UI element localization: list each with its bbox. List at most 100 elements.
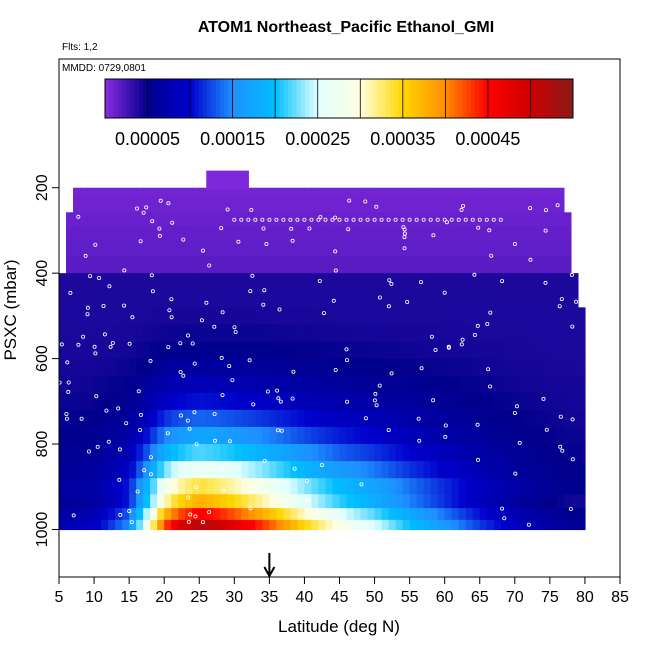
heatmap-cell <box>458 226 467 241</box>
heatmap-cell <box>199 494 207 509</box>
heatmap-cell <box>234 187 242 199</box>
heatmap-cell <box>339 324 348 343</box>
sample-point <box>333 249 338 254</box>
heatmap-cell <box>136 341 144 360</box>
colorbar-swatch <box>232 79 238 118</box>
heatmap-cell <box>269 426 277 445</box>
heatmap-cell <box>59 426 67 445</box>
colorbar-swatch <box>347 79 353 118</box>
y-axis-label: PSXC (mbar) <box>1 259 20 360</box>
heatmap-cell <box>122 324 130 343</box>
heatmap-cell <box>80 273 88 291</box>
heatmap-cell <box>514 226 523 241</box>
heatmap-cell <box>570 324 579 343</box>
sample-point <box>374 403 379 408</box>
heatmap-cell <box>325 392 334 411</box>
heatmap-cell <box>227 256 235 274</box>
heatmap-cell <box>395 426 404 445</box>
heatmap-cell <box>346 187 355 199</box>
heatmap-cell <box>549 198 558 213</box>
heatmap-cell <box>500 290 509 308</box>
heatmap-cell <box>171 494 179 509</box>
colorbar-swatch <box>445 79 451 118</box>
heatmap-cell <box>339 187 348 199</box>
x-axis-label: Latitude (deg N) <box>278 617 400 636</box>
heatmap-cell <box>416 508 425 521</box>
heatmap-cell <box>262 307 270 326</box>
sample-point <box>512 241 517 246</box>
heatmap-cell <box>409 519 418 531</box>
heatmap-cell <box>87 187 95 199</box>
heatmap-cell <box>416 392 425 411</box>
heatmap-cell <box>577 307 586 326</box>
heatmap-cell <box>339 461 348 479</box>
heatmap-cell <box>304 508 313 521</box>
heatmap-cell <box>87 478 95 495</box>
heatmap-cell <box>66 240 74 257</box>
heatmap-cell <box>332 226 341 241</box>
heatmap-cell <box>430 212 439 227</box>
heatmap-cell <box>213 307 221 326</box>
heatmap-cell <box>262 187 270 199</box>
heatmap-cell <box>521 341 530 360</box>
heatmap-cell <box>129 494 137 509</box>
sample-point <box>136 389 141 394</box>
heatmap-cell <box>220 212 228 227</box>
heatmap-cell <box>563 341 572 360</box>
heatmap-cell <box>535 508 544 521</box>
heatmap-cell <box>388 519 397 531</box>
sample-point <box>570 457 575 462</box>
sample-point <box>81 334 86 339</box>
heatmap-cell <box>143 256 151 274</box>
heatmap-cell <box>339 273 348 291</box>
heatmap-cell <box>87 341 95 360</box>
heatmap-cell <box>136 187 144 199</box>
heatmap-cell <box>94 240 102 257</box>
heatmap-cell <box>269 358 277 377</box>
heatmap-cell <box>395 290 404 308</box>
heatmap-cell <box>304 212 313 227</box>
heatmap-cell <box>353 375 362 394</box>
heatmap-cell <box>465 508 474 521</box>
heatmap-cell <box>262 256 270 274</box>
heatmap-cell <box>563 273 572 291</box>
heatmap-cell <box>101 358 109 377</box>
heatmap-cell <box>73 478 81 495</box>
heatmap-cell <box>458 198 467 213</box>
heatmap-cell <box>262 198 270 213</box>
heatmap-cell <box>213 198 221 213</box>
heatmap-cell <box>416 478 425 495</box>
heatmap-cell <box>248 226 256 241</box>
colorbar-swatch <box>551 79 557 118</box>
heatmap-cell <box>283 273 292 291</box>
heatmap-cell <box>535 444 544 462</box>
heatmap-cell <box>325 375 334 394</box>
heatmap-cell <box>227 461 235 479</box>
heatmap-cell <box>423 324 432 343</box>
heatmap-cell <box>486 375 495 394</box>
heatmap-cell <box>290 508 299 521</box>
heatmap-cell <box>122 341 130 360</box>
heatmap-cell <box>570 375 579 394</box>
sample-point <box>122 303 127 308</box>
sample-point <box>557 304 562 309</box>
heatmap-cell <box>381 358 390 377</box>
heatmap-cell <box>129 226 137 241</box>
heatmap-cell <box>409 198 418 213</box>
colorbar-swatch <box>164 79 170 118</box>
heatmap-cell <box>73 426 81 445</box>
heatmap-cell <box>507 494 516 509</box>
heatmap-cell <box>101 226 109 241</box>
heatmap-cell <box>115 478 123 495</box>
heatmap-cell <box>423 444 432 462</box>
heatmap-cell <box>199 508 207 521</box>
heatmap-cell <box>192 392 200 411</box>
heatmap-cell <box>185 273 193 291</box>
colorbar-swatch <box>487 79 493 118</box>
heatmap-cell <box>500 444 509 462</box>
colorbar-swatch <box>190 79 195 118</box>
heatmap-cell <box>332 508 341 521</box>
heatmap-cell <box>290 519 299 531</box>
heatmap-cell <box>570 478 579 495</box>
heatmap-cell <box>409 212 418 227</box>
